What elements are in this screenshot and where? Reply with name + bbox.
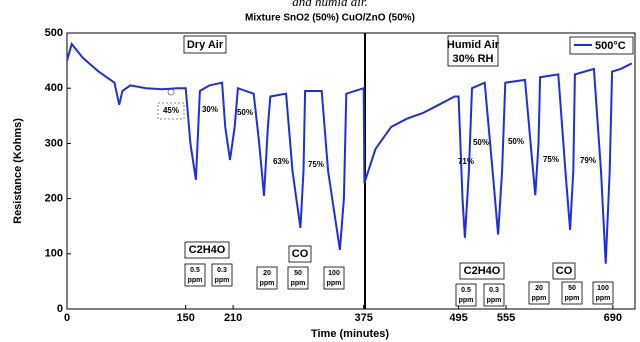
ppm-value: 0.3 — [489, 287, 499, 294]
percent-label: 50% — [237, 108, 253, 117]
plot-frame — [66, 32, 636, 310]
ppm-box — [256, 266, 278, 290]
chart-subtitle: Mixture SnO2 (50%) CuO/ZnO (50%) — [245, 13, 415, 24]
ppm-unit: ppm — [565, 295, 580, 302]
ppm-box — [287, 266, 309, 290]
gas-label: C2H4O — [189, 244, 226, 256]
ppm-box — [561, 281, 583, 305]
handle — [167, 88, 175, 96]
y-axis-label: Resistance (Kohms) — [12, 118, 24, 224]
x-axis-label: Time (minutes) — [311, 328, 389, 340]
ppm-box — [455, 283, 477, 307]
percent-label: 45% — [163, 106, 179, 115]
legend-box — [569, 36, 634, 55]
chart-title: and humid air. — [292, 0, 367, 9]
x-tick-label: 495 — [449, 312, 467, 324]
percent-label: 63% — [273, 157, 289, 166]
ppm-unit: ppm — [188, 277, 203, 284]
annotation-box — [183, 35, 227, 54]
ppm-box — [184, 263, 206, 287]
y-tick-label: 500 — [45, 27, 63, 39]
ppm-box — [528, 281, 550, 305]
gas-box — [184, 241, 230, 259]
ppm-box — [323, 266, 345, 290]
annotation: Dry Air — [187, 39, 224, 51]
selection-box — [157, 102, 185, 120]
ppm-value: 100 — [328, 270, 340, 277]
ppm-box — [483, 283, 505, 307]
annotations: Dry Air Humid Air 30% RH — [157, 35, 500, 120]
ppm-value: 0.5 — [461, 287, 471, 294]
annotation: 30% RH — [453, 53, 494, 65]
x-tick-label: 210 — [224, 312, 242, 324]
gas-box — [459, 262, 505, 280]
x-tick-label: 690 — [604, 312, 622, 324]
y-tick-label: 100 — [45, 248, 63, 260]
gas-box — [552, 262, 576, 280]
ppm-unit: ppm — [532, 295, 547, 302]
ppm-unit: ppm — [487, 297, 502, 304]
ppm-value: 20 — [535, 285, 543, 292]
ppm-box — [592, 281, 614, 305]
ppm-value: 0.3 — [217, 267, 227, 274]
y-tick-label: 200 — [45, 193, 63, 205]
ppm-value: 50 — [294, 270, 302, 277]
legend-label: 500°C — [595, 40, 626, 52]
y-tick-label: 400 — [45, 82, 63, 94]
gas-label: CO — [292, 248, 309, 260]
gas-label: CO — [556, 265, 573, 277]
percent-label: 79% — [580, 156, 596, 165]
x-tick-label: 150 — [176, 312, 194, 324]
x-tick-label: 555 — [497, 312, 515, 324]
ppm-value: 0.5 — [190, 267, 200, 274]
annotation-box — [447, 35, 499, 67]
ppm-box — [211, 263, 233, 287]
ppm-unit: ppm — [327, 280, 342, 287]
percent-label: 75% — [308, 160, 324, 169]
percent-label: 75% — [543, 155, 559, 164]
x-tick-label: 375 — [354, 312, 372, 324]
ppm-value: 50 — [568, 285, 576, 292]
percent-label: 50% — [508, 137, 524, 146]
percent-label: 50% — [473, 138, 489, 147]
ppm-unit: ppm — [215, 277, 230, 284]
y-tick-label: 300 — [45, 137, 63, 149]
data-line — [66, 41, 633, 264]
percent-label: 71% — [458, 157, 474, 166]
gas-box — [288, 245, 312, 263]
annotation: Humid Air — [447, 39, 500, 51]
ppm-value: 100 — [597, 285, 609, 292]
ppm-unit: ppm — [260, 280, 275, 287]
y-tick-label: 0 — [57, 303, 63, 315]
percent-label: 30% — [202, 105, 218, 114]
ppm-value: 20 — [263, 270, 271, 277]
ppm-unit: ppm — [459, 297, 474, 304]
gas-label: C2H4O — [464, 265, 501, 277]
x-tick-label: 0 — [64, 312, 70, 324]
ppm-unit: ppm — [291, 280, 306, 287]
ppm-unit: ppm — [596, 295, 611, 302]
